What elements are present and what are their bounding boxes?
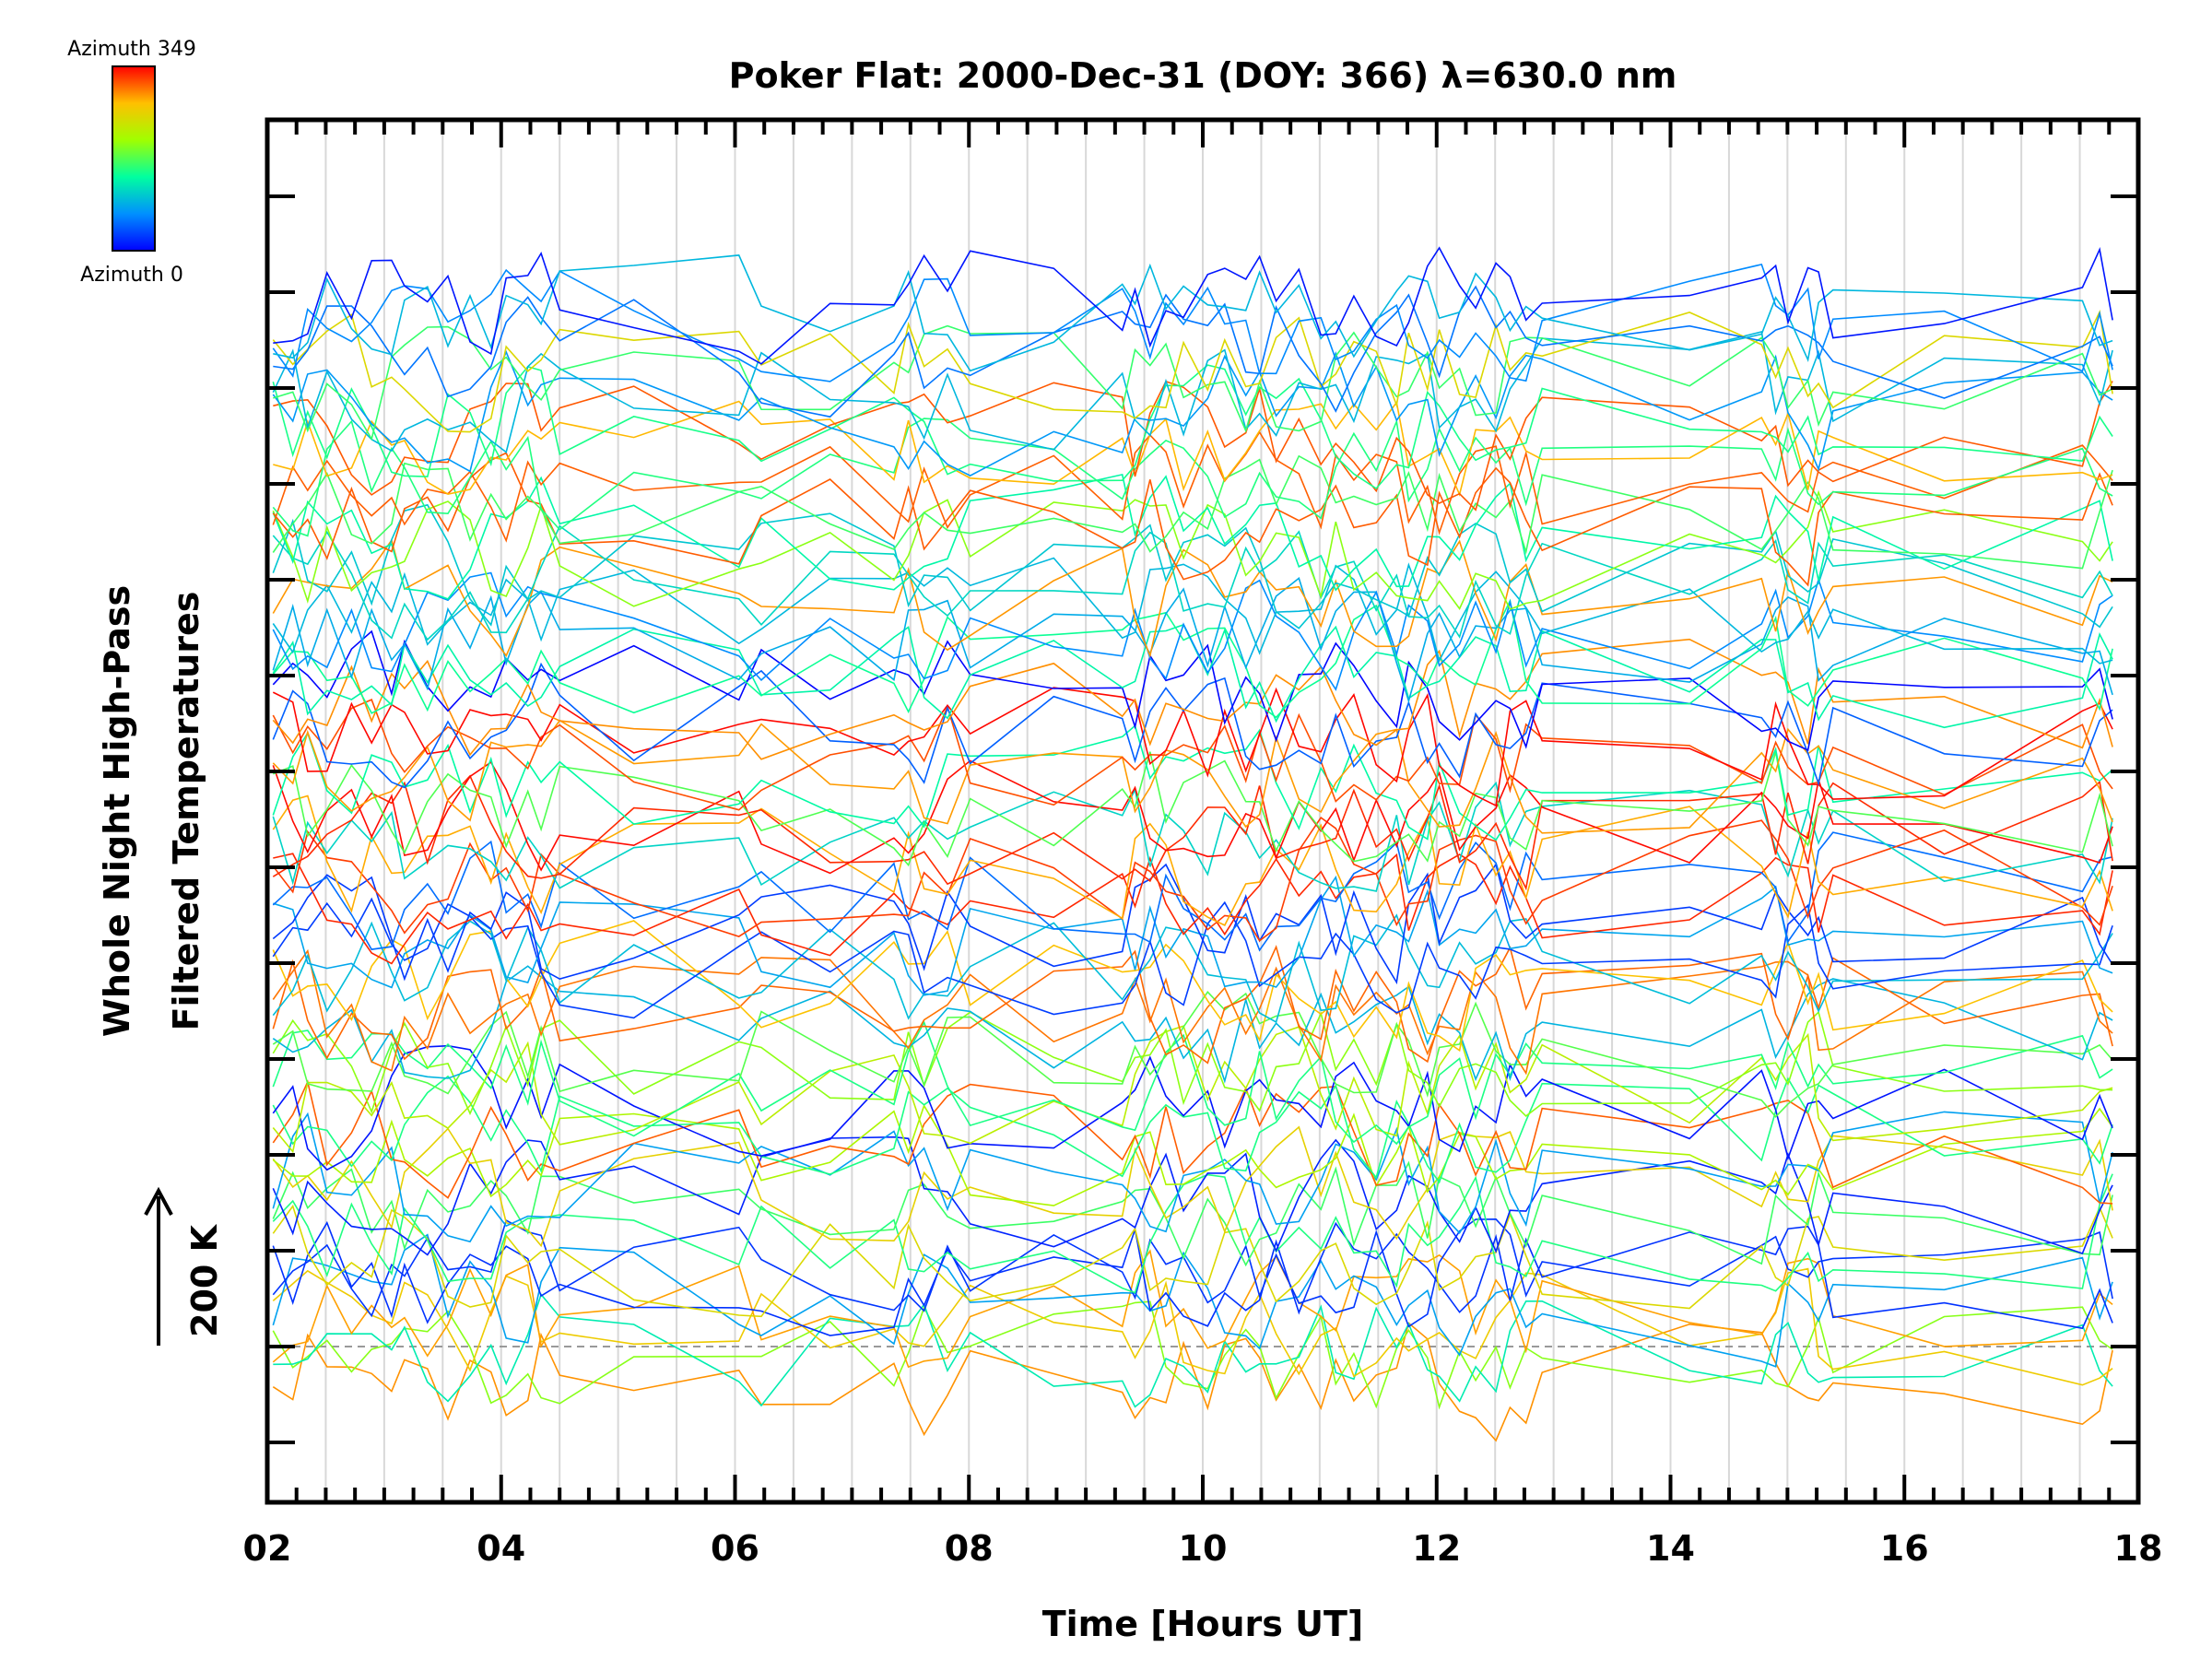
- series-line: [272, 430, 2113, 543]
- x-tick-label: 16: [1880, 1528, 1929, 1569]
- series-line: [272, 1218, 2113, 1328]
- series-line: [272, 577, 2113, 704]
- series-line: [273, 285, 2113, 418]
- series-line: [272, 1025, 2113, 1154]
- scale-arrow-head: [144, 1186, 173, 1216]
- series-line: [272, 473, 2113, 600]
- series-line: [272, 1300, 2113, 1410]
- series-line: [272, 687, 2113, 807]
- series-line: [272, 503, 2113, 629]
- series-line: [272, 945, 2113, 1065]
- series-line: [272, 524, 2113, 641]
- colorbar: Azimuth 349 Azimuth 0: [67, 38, 196, 287]
- series-line: [273, 751, 2113, 867]
- series-line: [272, 662, 2113, 789]
- series-line: [272, 571, 2113, 691]
- series-line: [272, 1173, 2113, 1294]
- series-line: [272, 1204, 2113, 1318]
- colorbar-bottom-label: Azimuth 0: [80, 264, 183, 287]
- series-line: [272, 816, 2113, 942]
- series-line: [272, 991, 2113, 1118]
- series-line: [272, 719, 2113, 834]
- series-line: [273, 400, 2113, 497]
- series-line: [272, 454, 2113, 570]
- series-line: [272, 965, 2113, 1084]
- series-line: [272, 263, 2113, 382]
- x-tick-labels: 02 04 06 08 10 12 14 16 18: [243, 1528, 2163, 1569]
- series-line: [272, 920, 2113, 1053]
- series-line: [273, 853, 2113, 965]
- x-tick-label: 10: [1179, 1528, 1228, 1569]
- series-line: [272, 1010, 2113, 1117]
- series-line: [272, 1044, 2113, 1171]
- series-line: [272, 913, 2113, 1024]
- series-line: [272, 418, 2113, 537]
- series-line: [272, 1111, 2113, 1243]
- series-line: [272, 1079, 2113, 1205]
- x-tick-label: 12: [1412, 1528, 1461, 1569]
- x-tick-label: 08: [945, 1528, 994, 1569]
- series-line: [272, 1103, 2113, 1206]
- scale-bar: 200 K: [144, 1186, 225, 1346]
- series-line: [272, 759, 2113, 875]
- series-line: [272, 638, 2113, 760]
- axis-ticks: [265, 120, 2140, 1502]
- series-line: [272, 1220, 2113, 1336]
- series-line: [273, 254, 2113, 372]
- series-line: [272, 1020, 2113, 1146]
- series-line: [272, 331, 2113, 453]
- x-tick-label: 02: [243, 1528, 292, 1569]
- scale-bar-label: 200 K: [184, 1223, 225, 1337]
- series-line: [272, 724, 2113, 841]
- x-tick-label: 04: [477, 1528, 525, 1569]
- series-line: [272, 452, 2113, 587]
- series-line: [272, 1267, 2113, 1386]
- series-line: [272, 1322, 2113, 1442]
- series-line: [272, 349, 2113, 477]
- x-axis-label: Time [Hours UT]: [1042, 1604, 1364, 1644]
- series-line: [272, 1135, 2113, 1256]
- y-axis-label-line2: Filtered Temperatures: [166, 592, 206, 1031]
- colorbar-gradient: [112, 65, 156, 252]
- series-line: [273, 1292, 2113, 1408]
- series-line: [272, 897, 2113, 1019]
- series-line: [272, 557, 2113, 665]
- series-line: [273, 246, 2113, 365]
- series-line: [272, 538, 2113, 658]
- series-line: [272, 774, 2113, 891]
- series-line: [272, 364, 2113, 490]
- series-line: [272, 863, 2113, 985]
- series-line: [272, 309, 2113, 433]
- series-group: [272, 246, 2113, 1442]
- series-line: [272, 1075, 2113, 1184]
- series-line: [273, 380, 2113, 512]
- x-tick-label: 06: [711, 1528, 759, 1569]
- series-line: [272, 831, 2113, 952]
- series-line: [272, 699, 2113, 811]
- series-line: [272, 794, 2113, 926]
- chart-title: Poker Flat: 2000-Dec-31 (DOY: 366) λ=630…: [729, 55, 1677, 96]
- series-line: [272, 1233, 2113, 1368]
- colorbar-top-label: Azimuth 349: [67, 38, 196, 61]
- series-line: [272, 1249, 2113, 1369]
- series-line: [272, 1160, 2113, 1267]
- x-tick-label: 14: [1646, 1528, 1695, 1569]
- series-line: [272, 1125, 2113, 1248]
- x-tick-label: 18: [2114, 1528, 2163, 1569]
- y-axis-label-line1: Whole Night High-Pass: [97, 585, 137, 1037]
- series-line: [272, 598, 2113, 719]
